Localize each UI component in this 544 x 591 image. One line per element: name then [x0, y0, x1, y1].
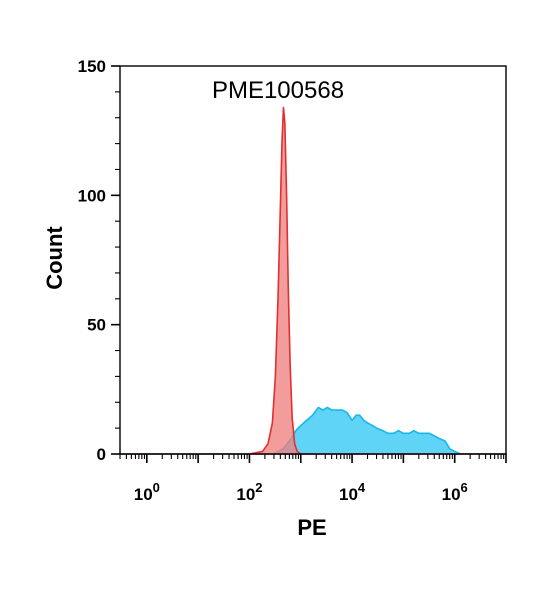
y-tick-label: 150 [78, 57, 106, 76]
x-tick-label: 106 [442, 480, 468, 504]
x-tick-label: 102 [236, 480, 262, 504]
histogram-series-2 [119, 406, 507, 455]
x-tick-label: 104 [339, 480, 366, 504]
y-tick-label: 100 [78, 186, 106, 205]
y-tick-label: 0 [97, 445, 106, 464]
y-axis-label: Count [42, 226, 67, 290]
series-layer [119, 106, 507, 455]
y-tick-label: 50 [87, 316, 106, 335]
histogram-series-1 [119, 106, 507, 455]
chart-title: PME100568 [212, 77, 344, 104]
x-tick-label: 100 [134, 480, 160, 504]
x-axis-label: PE [297, 515, 326, 540]
axis-layer: 0 50 100 150 100 102 104 106 [78, 57, 507, 504]
plot-frame [119, 65, 507, 455]
